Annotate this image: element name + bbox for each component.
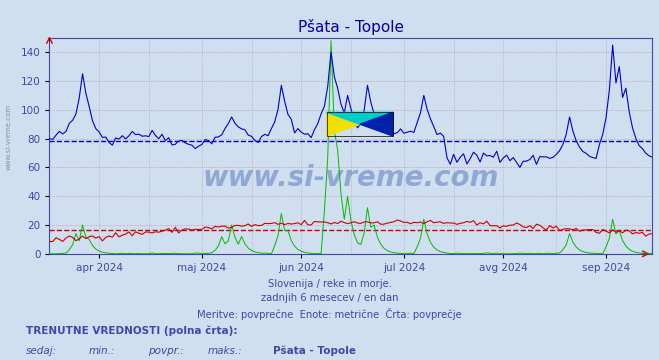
Text: Pšata - Topole: Pšata - Topole [273,346,357,356]
Text: Slovenija / reke in morje.: Slovenija / reke in morje. [268,279,391,289]
Text: sedaj:: sedaj: [26,346,57,356]
Text: TRENUTNE VREDNOSTI (polna črta):: TRENUTNE VREDNOSTI (polna črta): [26,326,238,336]
Text: www.si-vreme.com: www.si-vreme.com [5,104,11,170]
Text: Meritve: povprečne  Enote: metrične  Črta: povprečje: Meritve: povprečne Enote: metrične Črta:… [197,308,462,320]
Text: maks.:: maks.: [208,346,243,356]
Polygon shape [327,112,393,124]
Text: zadnjih 6 mesecev / en dan: zadnjih 6 mesecev / en dan [261,293,398,303]
Title: Pšata - Topole: Pšata - Topole [298,19,404,35]
Text: min.:: min.: [89,346,115,356]
Polygon shape [360,112,393,136]
Text: www.si-vreme.com: www.si-vreme.com [203,164,499,192]
Text: povpr.:: povpr.: [148,346,184,356]
Polygon shape [327,112,360,136]
